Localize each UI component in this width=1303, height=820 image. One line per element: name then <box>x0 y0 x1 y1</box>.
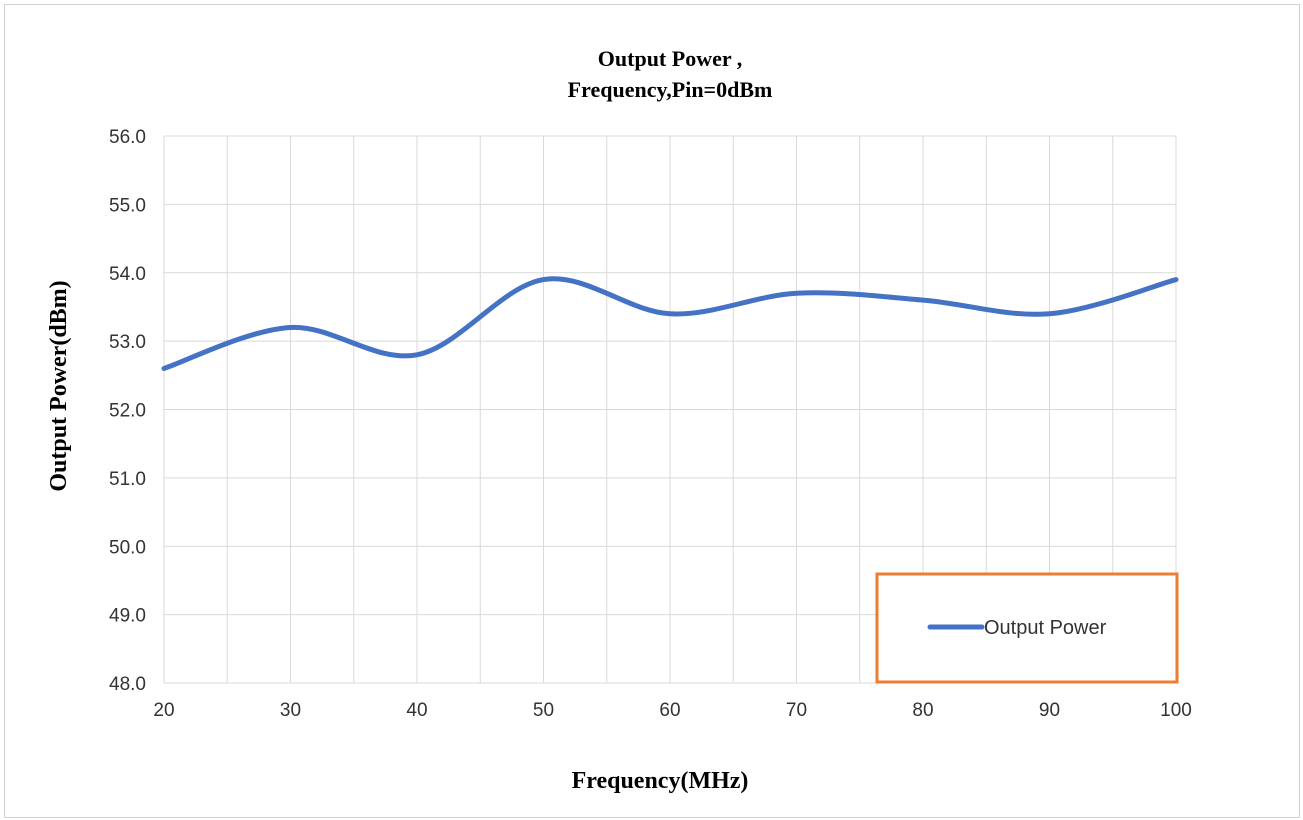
chart-title-line-2: Frequency,Pin=0dBm <box>568 77 773 102</box>
series-group <box>161 276 1179 371</box>
x-axis-title: Frequency(MHz) <box>572 768 749 794</box>
x-tick-label: 50 <box>533 700 554 721</box>
chart-title-line-1: Output Power , <box>598 46 742 71</box>
grid-lines <box>163 135 1177 684</box>
y-tick-label: 53.0 <box>109 332 146 353</box>
x-axis-ticks: 20 30 40 50 60 70 80 90 100 <box>153 700 1191 721</box>
x-tick-label: 30 <box>280 700 301 721</box>
x-tick-label: 70 <box>786 700 807 721</box>
y-tick-label: 48.0 <box>109 674 146 695</box>
x-tick-label: 20 <box>153 700 174 721</box>
x-tick-label: 80 <box>912 700 933 721</box>
y-tick-label: 52.0 <box>109 401 146 422</box>
y-axis-title: Output Power(dBm) <box>46 280 72 491</box>
y-axis-ticks: 48.0 49.0 50.0 51.0 52.0 53.0 54.0 55.0 56.0 <box>109 127 146 695</box>
y-tick-label: 49.0 <box>109 606 146 627</box>
legend-label-output-power: Output Power <box>984 617 1107 639</box>
y-tick-label: 54.0 <box>109 264 146 285</box>
x-tick-label: 60 <box>659 700 680 721</box>
y-tick-label: 55.0 <box>109 195 146 216</box>
legend-box <box>875 572 1179 684</box>
x-tick-label: 90 <box>1039 700 1060 721</box>
y-tick-label: 56.0 <box>109 127 146 148</box>
y-tick-label: 50.0 <box>109 537 146 558</box>
y-tick-label: 51.0 <box>109 469 146 490</box>
legend: Output Power <box>875 572 1179 684</box>
x-tick-label: 40 <box>406 700 427 721</box>
x-tick-label: 100 <box>1160 700 1192 721</box>
